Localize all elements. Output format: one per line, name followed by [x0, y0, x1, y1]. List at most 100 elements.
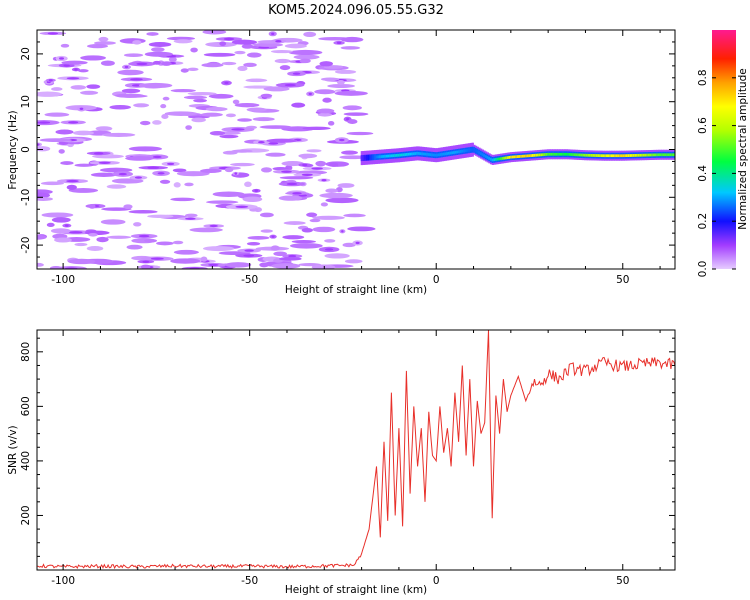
signal-band-core — [558, 152, 562, 156]
noise-blob — [245, 78, 268, 83]
signal-band-core — [387, 154, 390, 158]
spectrogram-x-label: Height of straight line (km) — [285, 284, 427, 296]
noise-blob-core — [339, 138, 345, 142]
signal-band-core — [426, 152, 429, 156]
noise-blob — [234, 102, 260, 108]
noise-blob — [202, 30, 227, 35]
noise-blob-core — [324, 248, 334, 251]
noise-blob — [58, 149, 65, 154]
noise-blob — [344, 259, 363, 264]
noise-blob — [312, 226, 336, 233]
noise-blob — [74, 242, 88, 247]
signal-band-core — [471, 148, 474, 152]
noise-blob-core — [336, 41, 342, 45]
noise-blob — [288, 49, 323, 56]
y-tick-label: 0 — [20, 146, 32, 153]
signal-band-core — [375, 155, 379, 159]
noise-blob — [303, 31, 317, 37]
noise-blob — [88, 233, 98, 237]
signal-band-core — [516, 155, 520, 159]
noise-blob — [289, 243, 323, 249]
noise-blob-core — [292, 72, 301, 75]
noise-blob — [132, 40, 142, 45]
noise-blob — [272, 166, 289, 171]
signal-band-core — [545, 153, 548, 156]
signal-band-core — [651, 153, 654, 157]
signal-band-core — [501, 157, 505, 160]
signal-band-core — [659, 153, 662, 157]
noise-blob — [106, 184, 127, 189]
noise-blob-core — [93, 152, 104, 155]
noise-blob — [230, 162, 255, 167]
noise-blob-core — [231, 128, 245, 131]
signal-band-core — [587, 153, 590, 157]
noise-blob-core — [118, 172, 127, 176]
noise-blob — [68, 188, 99, 193]
signal-band-core — [479, 152, 483, 156]
signal-band-core — [459, 150, 463, 153]
noise-blob — [126, 244, 143, 250]
noise-blob — [252, 117, 275, 122]
signal-band-core — [451, 151, 454, 155]
noise-blob-core — [302, 163, 308, 167]
noise-blob — [86, 44, 109, 49]
signal-band-core — [631, 154, 634, 157]
noise-blob — [73, 130, 94, 136]
noise-blob — [246, 52, 262, 58]
signal-band-core — [414, 152, 417, 155]
signal-band-core — [671, 153, 674, 157]
noise-blob — [100, 219, 126, 225]
noise-blob — [114, 93, 145, 98]
noise-blob — [41, 212, 74, 218]
noise-blob-core — [271, 32, 275, 36]
signal-band-core — [456, 150, 459, 154]
noise-blob-core — [292, 192, 302, 195]
noise-blob — [86, 245, 104, 251]
noise-blob-core — [209, 224, 218, 228]
signal-band-core — [552, 152, 555, 156]
noise-blob-core — [268, 142, 279, 145]
signal-band-core — [506, 156, 510, 160]
noise-blob — [90, 172, 117, 177]
signal-band-core — [617, 154, 620, 158]
noise-blob — [342, 242, 356, 248]
noise-blob — [162, 96, 170, 101]
signal-band-core — [615, 154, 619, 158]
colorbar: 0.0 0.2 0.4 0.6 0.8 Normalized spectral ampl… — [697, 30, 749, 277]
signal-band-core — [526, 154, 530, 158]
noise-blob — [311, 264, 336, 269]
noise-blob — [37, 91, 62, 97]
noise-blob — [106, 235, 132, 239]
noise-blob — [291, 102, 306, 108]
signal-band-core — [557, 152, 560, 156]
noise-blob — [270, 245, 280, 251]
signal-band-core — [397, 153, 401, 157]
noise-blob-core — [98, 161, 111, 165]
noise-blob — [325, 197, 359, 204]
noise-blob-core — [37, 121, 51, 124]
noise-blob — [343, 112, 369, 116]
noise-blob-core — [311, 167, 323, 170]
signal-band-core — [417, 152, 421, 155]
snr-frame — [36, 329, 676, 571]
noise-blob — [40, 181, 64, 186]
signal-band-core — [639, 153, 642, 157]
noise-blob — [39, 138, 72, 142]
signal-band-core — [589, 153, 592, 157]
signal-band-core — [424, 152, 427, 156]
noise-blob-core — [355, 241, 360, 245]
signal-band-core — [666, 153, 669, 157]
signal-band-core — [406, 153, 409, 156]
signal-band-core — [483, 154, 486, 157]
noise-blob — [319, 61, 333, 67]
noise-blob-core — [235, 205, 249, 208]
noise-blob — [93, 41, 116, 45]
signal-band-core — [583, 153, 587, 157]
noise-blob — [170, 197, 195, 202]
noise-blob — [265, 152, 286, 157]
signal-band-core — [649, 153, 652, 157]
signal-band-core — [508, 155, 511, 159]
noise-blob-core — [37, 143, 40, 146]
noise-blob — [241, 44, 254, 49]
